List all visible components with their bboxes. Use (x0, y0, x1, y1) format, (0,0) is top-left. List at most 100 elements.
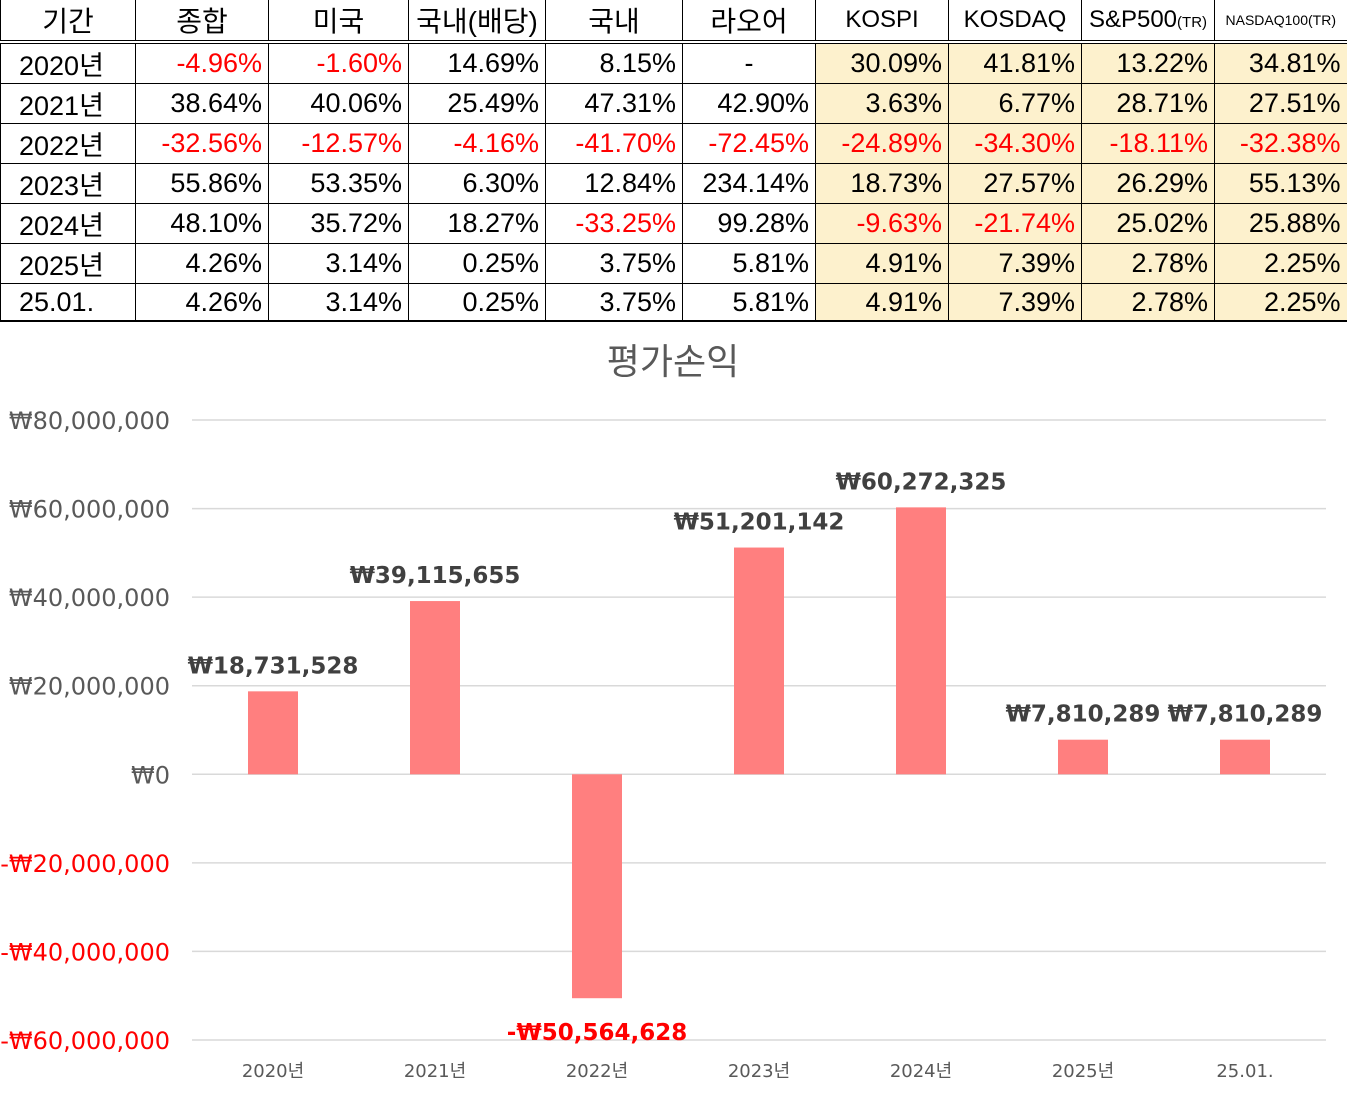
table-row: 2020년 -4.96% -1.60% 14.69% 8.15% -30.09% 41.81… (0, 42, 1347, 84)
row-period-label: 25.01. (0, 283, 136, 322)
bar (1058, 739, 1108, 775)
x-axis-labels: 2020년 2021년 2022년 2023년 2024년 2025년 25.01. (242, 1061, 1274, 1082)
table-cell: -1.60% (268, 42, 409, 84)
profit-chart-svg: 평가손익 ₩80,000,000 ₩60,000,000 ₩40,000,000 ₩2… (0, 342, 1326, 1082)
header-domestic-dividend: 국내(배당) (408, 0, 546, 44)
y-tick-label: -₩40,000,000 (0, 938, 170, 966)
table-cell: -4.96% (135, 42, 269, 84)
table-cell: 40.06% (268, 83, 409, 124)
table-cell: 2.25% (1214, 283, 1347, 322)
table-cell: 2.78% (1081, 283, 1215, 322)
table-cell: 25.49% (408, 83, 546, 124)
x-tick-label: 2025년 (1052, 1061, 1114, 1082)
table-cell: -18.11% (1081, 123, 1215, 164)
table-body: 2020년 -4.96% -1.60% 14.69% 8.15% -30.09% 41.81… (0, 42, 1347, 322)
table-cell: 6.30% (408, 163, 546, 204)
bar (248, 691, 298, 775)
header-kospi: KOSPI (815, 0, 949, 44)
table-cell: 8.15% (545, 42, 683, 84)
table-cell: 234.14% (682, 163, 816, 204)
table-cell: 4.26% (135, 243, 269, 284)
header-sp500: S&P500(TR) (1081, 0, 1215, 44)
data-label: -₩50,564,628 (507, 1020, 687, 1046)
x-tick-label: 25.01. (1216, 1061, 1273, 1082)
table-header-row: 기간 종합 미국 국내(배당) 국내 라오어 KOSPI KOSDAQ S&P5… (0, 0, 1347, 44)
table-cell: 53.35% (268, 163, 409, 204)
y-tick-label: -₩60,000,000 (0, 1027, 170, 1055)
data-label: ₩39,115,655 (350, 563, 521, 589)
data-label: ₩51,201,142 (674, 510, 845, 536)
x-tick-label: 2023년 (728, 1061, 790, 1082)
table-cell: -72.45% (682, 123, 816, 164)
table-cell: 25.88% (1214, 203, 1347, 244)
table-cell: 4.26% (135, 283, 269, 322)
table-cell: 3.75% (545, 243, 683, 284)
table-cell: -34.30% (948, 123, 1082, 164)
table-cell: -41.70% (545, 123, 683, 164)
table-cell: 38.64% (135, 83, 269, 124)
x-tick-label: 2020년 (242, 1061, 304, 1082)
x-tick-label: 2022년 (566, 1061, 628, 1082)
x-tick-label: 2024년 (890, 1061, 952, 1082)
row-period-label: 2020년 (0, 42, 136, 84)
bar (410, 601, 460, 775)
table-cell: 13.22% (1081, 42, 1215, 84)
data-labels: ₩18,731,528 ₩39,115,655 -₩50,564,628 ₩51,20… (188, 469, 1323, 1046)
table-cell: -21.74% (948, 203, 1082, 244)
row-period-label: 2024년 (0, 203, 136, 244)
row-period-label: 2023년 (0, 163, 136, 204)
table-cell: 35.72% (268, 203, 409, 244)
table-cell: -33.25% (545, 203, 683, 244)
table-cell: 5.81% (682, 243, 816, 284)
data-label: ₩7,810,289 (1168, 702, 1323, 728)
y-tick-label: ₩60,000,000 (9, 496, 170, 524)
header-domestic: 국내 (545, 0, 683, 44)
table-cell: 28.71% (1081, 83, 1215, 124)
table-cell: 27.57% (948, 163, 1082, 204)
table-cell: 3.75% (545, 283, 683, 322)
table-cell: 47.31% (545, 83, 683, 124)
y-tick-label: ₩40,000,000 (9, 584, 170, 612)
table-row: 2021년 38.64% 40.06% 25.49% 47.31% 42.90% 3.63%… (0, 83, 1347, 124)
table-row: 2022년 -32.56% -12.57% -4.16% -41.70% -72.45% -… (0, 123, 1347, 164)
bar (1220, 739, 1270, 775)
table-cell: 7.39% (948, 283, 1082, 322)
data-label: ₩60,272,325 (836, 469, 1007, 495)
bar (572, 774, 622, 999)
table-cell: 55.13% (1214, 163, 1347, 204)
table-row: 2025년 4.26% 3.14% 0.25% 3.75% 5.81% 4.91% 7.39%… (0, 243, 1347, 284)
y-tick-label: ₩80,000,000 (9, 407, 170, 435)
table-cell: -12.57% (268, 123, 409, 164)
table-row: 2024년 48.10% 35.72% 18.27% -33.25% 99.28% -9.6… (0, 203, 1347, 244)
data-label: ₩7,810,289 (1006, 702, 1161, 728)
table-cell: 12.84% (545, 163, 683, 204)
y-tick-label: ₩0 (131, 761, 170, 789)
table-cell: 41.81% (948, 42, 1082, 84)
header-nasdaq100: NASDAQ100(TR) (1214, 0, 1347, 44)
table-cell: 25.02% (1081, 203, 1215, 244)
header-laoer: 라오어 (682, 0, 816, 44)
row-period-label: 2021년 (0, 83, 136, 124)
table-cell: 18.73% (815, 163, 949, 204)
table-cell: 3.63% (815, 83, 949, 124)
bar (734, 547, 784, 775)
table-cell: 18.27% (408, 203, 546, 244)
table-cell: 2.78% (1081, 243, 1215, 284)
data-label: ₩18,731,528 (188, 653, 359, 679)
header-period: 기간 (0, 0, 136, 44)
table-cell: 27.51% (1214, 83, 1347, 124)
table-cell: 99.28% (682, 203, 816, 244)
header-total: 종합 (135, 0, 269, 44)
table-cell: -4.16% (408, 123, 546, 164)
header-us: 미국 (268, 0, 409, 44)
table-cell: 4.91% (815, 243, 949, 284)
table-cell: 48.10% (135, 203, 269, 244)
table-cell: 30.09% (815, 42, 949, 84)
table-cell: - (682, 42, 816, 84)
table-cell: -9.63% (815, 203, 949, 244)
header-kosdaq: KOSDAQ (948, 0, 1082, 44)
table-cell: 7.39% (948, 243, 1082, 284)
table-cell: 0.25% (408, 243, 546, 284)
header-sp500-suffix: (TR) (1177, 14, 1208, 31)
x-tick-label: 2021년 (404, 1061, 466, 1082)
